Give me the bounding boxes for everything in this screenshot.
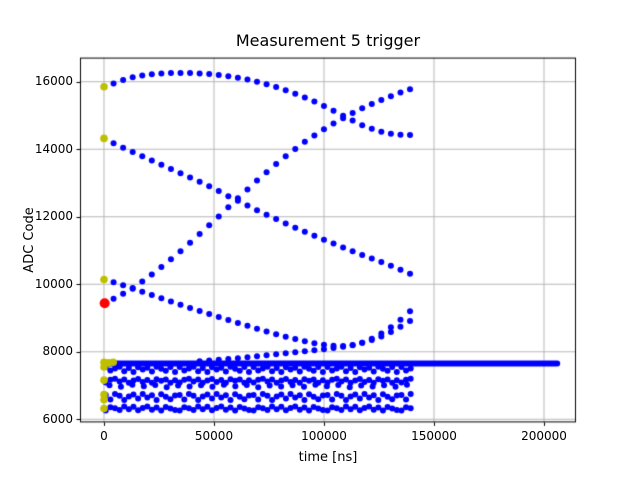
chart-title: Measurement 5 trigger [235,31,421,50]
y-tick-label: 8000 [42,344,73,359]
y-tick-label: 16000 [34,74,73,89]
x-axis-label: time [ns] [298,450,358,465]
y-tick-label: 6000 [42,411,73,426]
y-tick-label: 10000 [34,276,73,291]
x-tick-label: 200000 [521,429,567,443]
x-tick-label: 0 [100,429,108,443]
x-tick-label: 150000 [411,429,457,443]
y-tick-label: 14000 [34,141,73,156]
x-tick-label: 100000 [301,429,347,443]
y-tick-label: 12000 [34,209,73,224]
x-tick-label: 50000 [194,429,234,443]
